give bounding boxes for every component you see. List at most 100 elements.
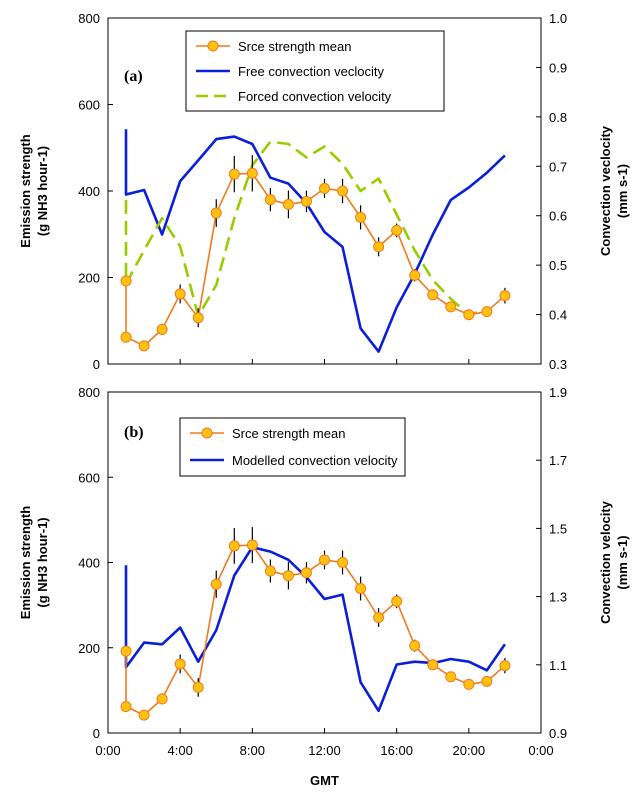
panel-a-right-tick-label: 0.4 — [549, 308, 567, 323]
panel-b-x-tick-label: 12:00 — [308, 743, 341, 758]
panel-b-data-point — [337, 557, 349, 568]
panel-a-legend-label-2: Forced convection velocity — [238, 89, 392, 104]
panel-b-data-point — [156, 693, 168, 705]
panel-b-data-point — [373, 611, 385, 623]
panel-a-series-line-0 — [125, 172, 506, 347]
panel-b-data-point — [300, 567, 312, 579]
panel-a-data-point — [300, 195, 312, 207]
panel-b-x-tick-label: 8:00 — [240, 743, 265, 758]
panel-a-right-axis-title-line: Convection veclocity — [598, 125, 613, 256]
panel-a-data-point — [138, 340, 150, 352]
panel-b-data-point — [409, 640, 421, 652]
panel-b-legend-label-0: Srce strength mean — [232, 426, 345, 441]
panel-a-right-tick-label: 0.5 — [549, 258, 567, 273]
panel-a-data-point — [409, 269, 421, 281]
panel-b-right-axis-title: Convection velocity (mm s-1) — [598, 500, 630, 624]
panel-b-legend-box — [179, 417, 406, 477]
panel-a-data-point — [282, 198, 294, 210]
panel-b-x-tick-label: 0:00 — [95, 743, 120, 758]
panel-b-series-line-1 — [124, 545, 506, 713]
panel-a-data-point — [373, 241, 385, 253]
panel-a-data-point — [192, 312, 204, 324]
panel-a-right-tick-label: 0.9 — [549, 60, 567, 75]
panel-a-series-line-1 — [124, 129, 506, 353]
panel-b-right-tick-label: 1.3 — [549, 590, 567, 605]
panel-a-left-tick-label: 0 — [93, 357, 100, 372]
panel-a-data-point — [391, 224, 403, 236]
panel-a-data-point — [355, 211, 367, 223]
panel-a-left-tick-label: 400 — [78, 184, 100, 199]
panel-b-data-point — [264, 565, 276, 577]
panel-a-left-axis-title-line: Emission strength — [18, 134, 33, 247]
panel-b-data-point — [319, 554, 330, 566]
panel-b-left-tick-label: 0 — [93, 726, 100, 741]
panel-b-label: (b) — [124, 424, 144, 441]
panel-a-legend-label-1: Free convection veclocity — [238, 64, 384, 79]
panel-b-left-axis-title-line: Emission strength — [18, 506, 33, 619]
panel-a-data-point — [120, 331, 132, 343]
panel-b-right-axis-title-line: (mm s-1) — [615, 535, 630, 589]
panel-b-data-point — [138, 709, 150, 721]
panel-a-right-tick-label: 0.8 — [549, 110, 567, 125]
panel-a-left-axis-title: Emission strength (g NH3 hour-1) — [18, 134, 50, 247]
panel-a-data-point — [156, 323, 168, 335]
panel-b-data-point — [246, 539, 258, 551]
panel-b-right-tick-label: 1.5 — [549, 521, 567, 536]
panel-b-data-point — [355, 583, 367, 595]
panel-b-data-point — [174, 658, 186, 670]
panel-a-left-tick-label: 800 — [78, 11, 100, 26]
panel-b-right-axis-title-line: Convection velocity — [598, 500, 613, 624]
panel-b-left-tick-label: 200 — [78, 641, 100, 656]
panel-b-data-point — [120, 645, 132, 657]
panel-b-data-point — [391, 595, 403, 607]
panel-b-right-tick-label: 1.1 — [549, 658, 567, 673]
panel-a-right-tick-label: 1.0 — [549, 11, 567, 26]
panel-a-right-axis-title-line: (mm s-1) — [615, 164, 630, 218]
panel-a-left-tick-label: 200 — [78, 271, 100, 286]
panel-b-data-point — [210, 578, 222, 590]
panel-a-legend-marker — [207, 40, 219, 52]
panel-a-data-point — [319, 182, 330, 194]
panel-b-data-point — [192, 681, 204, 693]
panel-a-right-tick-label: 0.7 — [549, 159, 567, 174]
panel-a-data-point — [427, 289, 439, 301]
panel-b-data-point — [282, 570, 294, 582]
panel-a-data-point — [174, 288, 186, 300]
panel-b-data-point — [228, 540, 240, 552]
panel-b-x-tick-label: 16:00 — [380, 743, 413, 758]
panel-b-legend-marker — [201, 427, 213, 439]
panel-b-left-axis-title-line: (g NH3 hour-1) — [35, 517, 50, 607]
panel-a-right-tick-label: 0.6 — [549, 209, 567, 224]
panel-a-legend-label-0: Srce strength mean — [238, 39, 351, 54]
panel-a-right-axis-title: Convection veclocity (mm s-1) — [598, 125, 630, 256]
panel-b-left-tick-label: 400 — [78, 556, 100, 571]
panel-b-x-tick-label: 20:00 — [453, 743, 486, 758]
panel-a-data-point — [499, 290, 511, 302]
panel-a-data-point — [445, 301, 457, 313]
panel-b-left-tick-label: 800 — [78, 385, 100, 400]
panel-a-data-point — [228, 168, 240, 180]
panel-b-data-point — [427, 659, 439, 671]
panel-a-data-point — [246, 167, 258, 179]
panel-a-data-point — [264, 194, 276, 206]
panel-a-data-point — [337, 185, 349, 197]
panel-b-right-tick-label: 0.9 — [549, 726, 567, 741]
panel-b-legend-label-1: Modelled convection velocity — [232, 453, 398, 468]
panel-a-data-point — [481, 306, 493, 318]
panel-b-left-tick-label: 600 — [78, 470, 100, 485]
panel-a-left-axis-title-line: (g NH3 hour-1) — [35, 146, 50, 236]
panel-b-right-tick-label: 1.7 — [549, 453, 567, 468]
panel-b-data-point — [445, 671, 457, 683]
panel-b-right-tick-label: 1.9 — [549, 385, 567, 400]
panel-b-data-point — [463, 678, 475, 690]
panel-a-series-line-2 — [124, 140, 488, 318]
panel-b-data-point — [499, 660, 511, 672]
panel-b-data-point — [481, 675, 493, 687]
panel-b-x-tick-label: 4:00 — [168, 743, 193, 758]
panel-b-x-tick-label: 0:00 — [528, 743, 553, 758]
x-axis-title: GMT — [310, 773, 339, 788]
panel-a-right-tick-label: 0.3 — [549, 357, 567, 372]
panel-a-left-tick-label: 600 — [78, 98, 100, 113]
panel-a-data-point — [210, 207, 222, 219]
